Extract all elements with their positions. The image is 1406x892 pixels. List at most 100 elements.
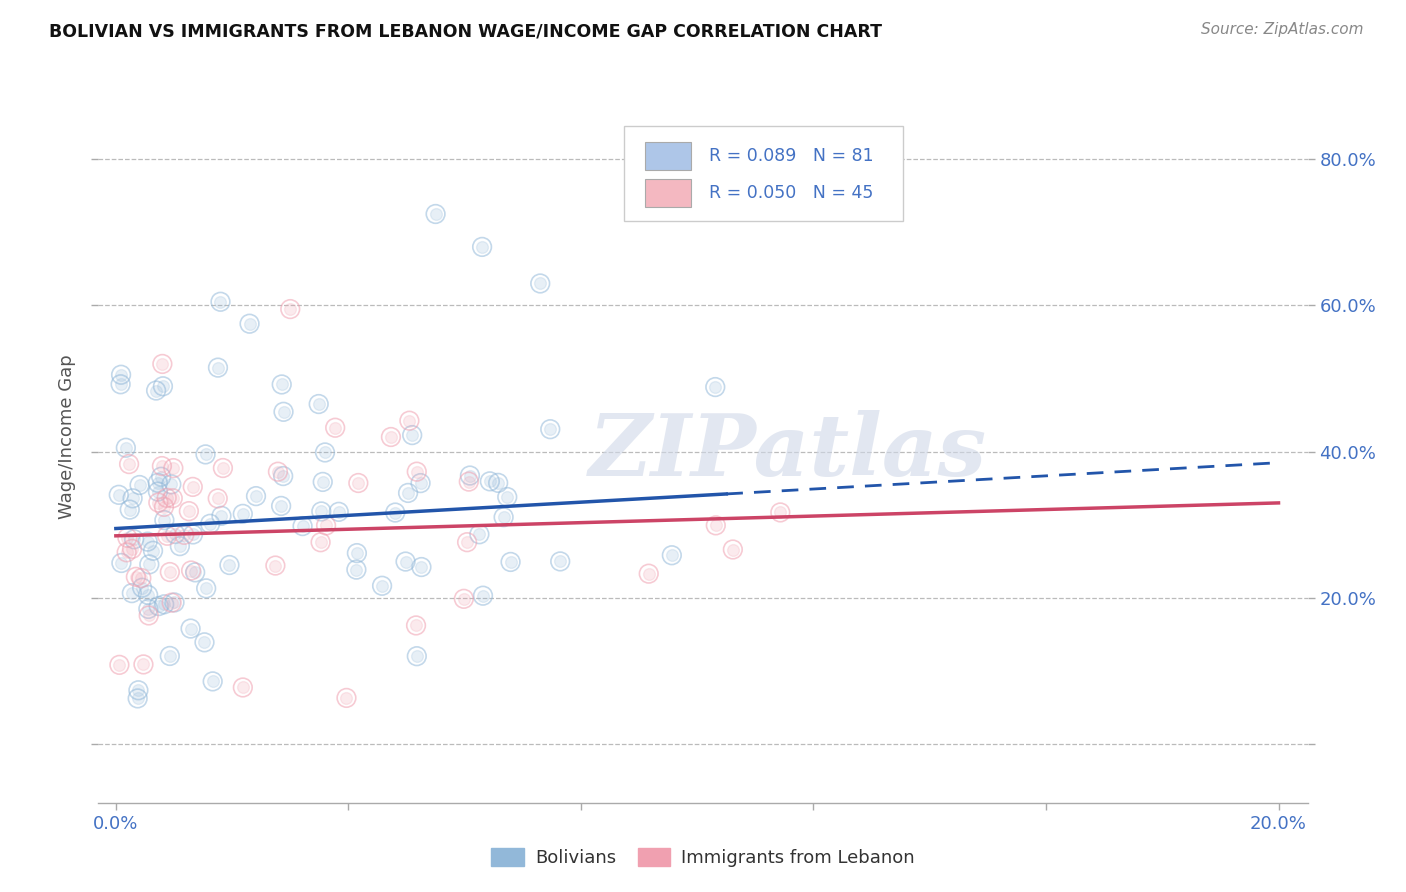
- Text: R = 0.089   N = 81: R = 0.089 N = 81: [709, 147, 873, 165]
- Point: [394, 555, 416, 569]
- Point: [218, 558, 240, 572]
- Point: [499, 555, 522, 569]
- Point: [148, 495, 170, 509]
- Point: [384, 506, 406, 520]
- Point: [127, 691, 149, 706]
- Point: [468, 527, 491, 541]
- Point: [165, 527, 187, 541]
- Point: [212, 461, 235, 475]
- Point: [457, 475, 479, 489]
- Point: [323, 421, 346, 435]
- Point: [150, 458, 173, 473]
- Point: [125, 570, 148, 584]
- Point: [314, 445, 336, 459]
- Point: [704, 518, 727, 533]
- Point: [637, 566, 659, 581]
- Point: [335, 690, 357, 705]
- Text: ZIPatlas: ZIPatlas: [589, 410, 987, 493]
- Point: [159, 565, 181, 579]
- Point: [637, 566, 659, 581]
- Point: [152, 379, 174, 393]
- Point: [323, 421, 346, 435]
- Point: [146, 484, 169, 499]
- Point: [315, 518, 337, 533]
- Point: [152, 379, 174, 393]
- Point: [472, 589, 495, 603]
- Point: [346, 546, 368, 560]
- Point: [245, 489, 267, 503]
- Point: [121, 586, 143, 600]
- Point: [264, 558, 287, 573]
- Point: [153, 597, 176, 611]
- Point: [153, 500, 176, 514]
- Point: [150, 469, 173, 483]
- Point: [344, 563, 367, 577]
- Point: [270, 377, 292, 392]
- Point: [347, 475, 370, 490]
- Point: [118, 457, 141, 471]
- Point: [409, 476, 432, 491]
- Point: [159, 565, 181, 579]
- Point: [131, 581, 153, 595]
- Point: [239, 317, 262, 331]
- Point: [471, 240, 494, 254]
- Point: [131, 571, 153, 585]
- Point: [347, 475, 370, 490]
- Point: [121, 491, 143, 506]
- Point: [138, 558, 160, 572]
- Point: [121, 491, 143, 506]
- Point: [457, 475, 479, 489]
- Point: [148, 599, 170, 613]
- Point: [193, 635, 215, 649]
- Point: [308, 397, 330, 411]
- Point: [181, 527, 204, 541]
- Point: [486, 475, 509, 490]
- Point: [180, 622, 202, 636]
- Point: [198, 516, 221, 531]
- Point: [312, 475, 335, 489]
- Point: [270, 499, 292, 513]
- Point: [271, 469, 294, 483]
- Point: [314, 445, 336, 459]
- Text: Source: ZipAtlas.com: Source: ZipAtlas.com: [1201, 22, 1364, 37]
- FancyBboxPatch shape: [624, 126, 903, 221]
- Point: [160, 596, 183, 610]
- Point: [529, 277, 551, 291]
- Point: [146, 484, 169, 499]
- Point: [122, 533, 145, 547]
- Point: [142, 543, 165, 558]
- Point: [180, 564, 202, 578]
- Point: [291, 519, 314, 533]
- Point: [180, 622, 202, 636]
- Point: [114, 441, 136, 455]
- Point: [232, 507, 254, 521]
- Point: [110, 377, 132, 392]
- Point: [453, 591, 475, 606]
- Point: [425, 207, 447, 221]
- Point: [478, 475, 501, 489]
- Point: [110, 556, 132, 570]
- Point: [115, 545, 138, 559]
- Point: [273, 405, 295, 419]
- Point: [291, 519, 314, 533]
- Point: [127, 691, 149, 706]
- Point: [311, 504, 333, 518]
- Point: [704, 518, 727, 533]
- Point: [169, 539, 191, 553]
- Point: [207, 491, 229, 506]
- Point: [128, 478, 150, 492]
- Point: [380, 430, 402, 444]
- Point: [232, 681, 254, 695]
- Point: [478, 475, 501, 489]
- Point: [405, 465, 427, 479]
- Point: [704, 380, 727, 394]
- Point: [121, 541, 143, 556]
- Point: [384, 506, 406, 520]
- Point: [163, 595, 186, 609]
- Point: [138, 558, 160, 572]
- Point: [110, 377, 132, 392]
- Point: [409, 476, 432, 491]
- Point: [184, 566, 207, 580]
- Point: [160, 477, 183, 491]
- Point: [371, 579, 394, 593]
